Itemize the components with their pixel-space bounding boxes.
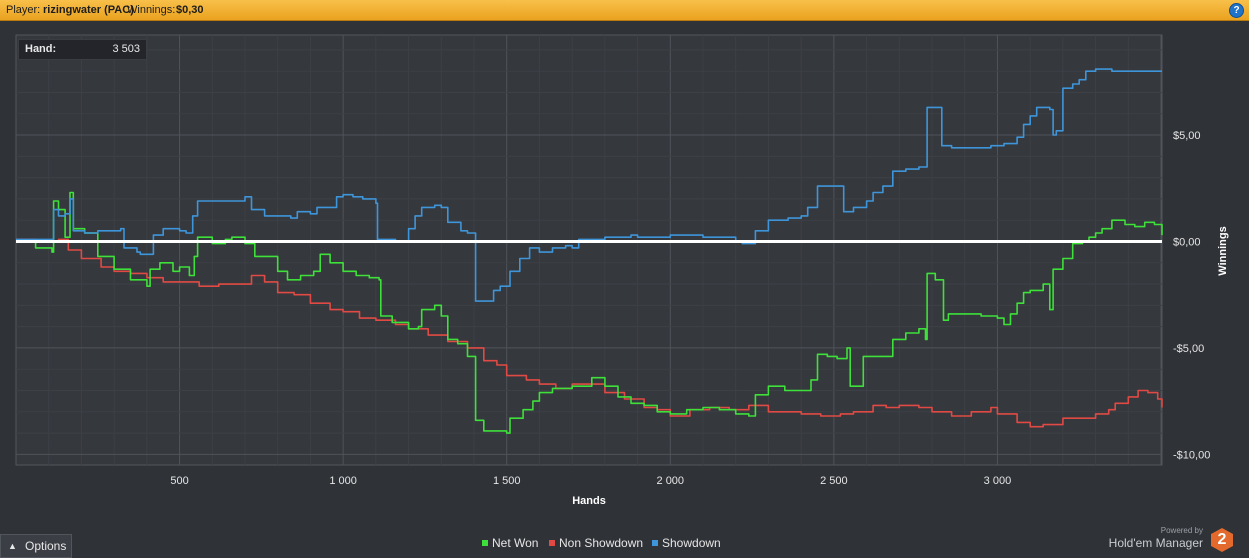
x-tick-label: 2 000 bbox=[657, 475, 685, 487]
tick-labels: 500 1 000 1 500 2 000 2 500 3 000 $5,00 $0,00 -$… bbox=[170, 130, 1210, 487]
x-axis-title: Hands bbox=[572, 495, 606, 507]
y-tick-label: $5,00 bbox=[1173, 130, 1201, 142]
x-tick-label: 2 500 bbox=[820, 475, 848, 487]
winnings-label: Winnings: bbox=[127, 4, 176, 16]
brand-name: Hold'em Manager bbox=[1108, 536, 1203, 550]
hand-value: 3 503 bbox=[112, 43, 140, 55]
x-tick-label: 1 500 bbox=[493, 475, 521, 487]
legend-item-showdown[interactable]: Showdown bbox=[652, 536, 721, 550]
winnings-chart: 500 1 000 1 500 2 000 2 500 3 000 $5,00 $0,00 -$… bbox=[15, 34, 1229, 507]
legend-item-net-won[interactable]: Net Won bbox=[482, 536, 538, 550]
legend-swatch-non-showdown bbox=[549, 540, 555, 546]
series-line-net-won bbox=[16, 191, 1163, 434]
y-tick-label: $0,00 bbox=[1173, 236, 1201, 248]
series-line-showdown bbox=[16, 68, 1162, 302]
legend-label-non-showdown: Non Showdown bbox=[559, 536, 644, 550]
legend-label-showdown: Showdown bbox=[662, 536, 721, 550]
hand-readout: Hand: 3 503 bbox=[18, 39, 147, 60]
series-lines bbox=[16, 68, 1163, 434]
legend-swatch-net-won bbox=[482, 540, 488, 546]
powered-by-text: Powered by bbox=[1160, 526, 1203, 535]
chevron-up-icon: ▲ bbox=[8, 541, 17, 551]
series-line-non-showdown bbox=[16, 238, 1163, 428]
y-axis-title: Winnings bbox=[1217, 226, 1229, 275]
help-icon[interactable]: ? bbox=[1229, 3, 1244, 18]
x-tick-label: 500 bbox=[170, 475, 188, 487]
options-label: Options bbox=[25, 539, 67, 553]
title-bar: Player: rizingwater (PAC) Winnings: $0,3… bbox=[0, 0, 1249, 21]
x-tick-label: 3 000 bbox=[984, 475, 1012, 487]
legend-label-net-won: Net Won bbox=[492, 536, 539, 550]
brand-logo-block: Powered by Hold'em Manager 2 bbox=[1093, 524, 1233, 556]
y-tick-label: -$5,00 bbox=[1173, 343, 1204, 355]
player-name: rizingwater (PAC) bbox=[43, 4, 134, 16]
y-tick-label: -$10,00 bbox=[1173, 449, 1210, 461]
legend-item-non-showdown[interactable]: Non Showdown bbox=[549, 536, 643, 550]
plot-area bbox=[15, 34, 1163, 466]
legend-swatch-showdown bbox=[652, 540, 658, 546]
winnings-value: $0,30 bbox=[176, 4, 204, 16]
graph-panel: 500 1 000 1 500 2 000 2 500 3 000 $5,00 $0,00 -$… bbox=[0, 21, 1249, 558]
options-button[interactable]: ▲ Options bbox=[0, 534, 72, 558]
hm2-logo-icon: 2 bbox=[1211, 528, 1233, 552]
player-label: Player: bbox=[6, 4, 41, 16]
hand-label: Hand: bbox=[25, 43, 57, 55]
x-tick-label: 1 000 bbox=[329, 475, 357, 487]
